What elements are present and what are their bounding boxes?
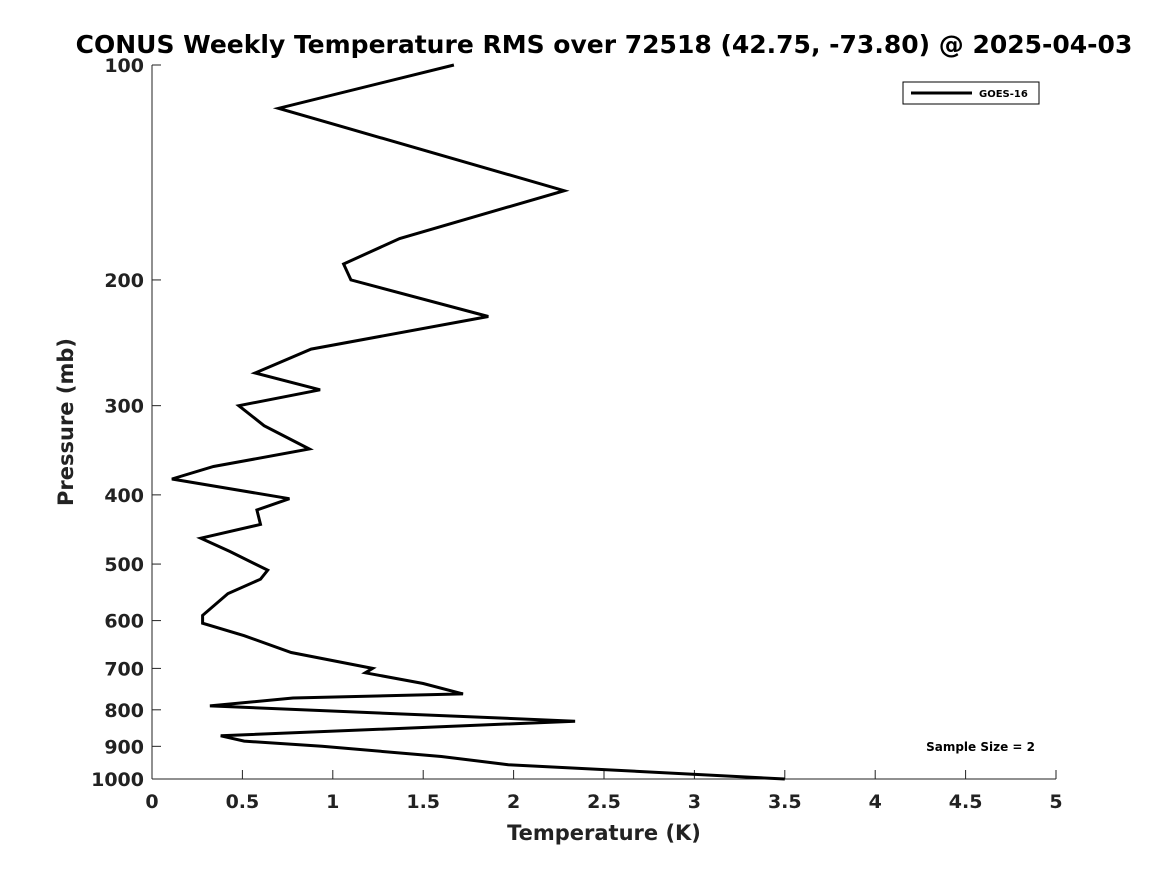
- y-tick-label: 700: [104, 658, 144, 680]
- y-tick-label: 400: [104, 485, 144, 507]
- sample-size-annotation: Sample Size = 2: [926, 740, 1035, 754]
- y-tick-label: 900: [104, 736, 144, 758]
- x-tick-label: 5: [1049, 791, 1062, 813]
- y-tick-label: 800: [104, 700, 144, 722]
- legend-label-goes-16: GOES-16: [979, 89, 1028, 100]
- x-tick-label: 1: [326, 791, 339, 813]
- x-axis-ticks: 0 0.5 1 1.5 2 2.5 3 3.5 4 4.5 5: [145, 770, 1063, 813]
- x-tick-label: 4: [869, 791, 882, 813]
- legend: GOES-16: [902, 81, 1040, 105]
- x-tick-label: 0.5: [226, 791, 260, 813]
- x-tick-label: 3.5: [768, 791, 802, 813]
- x-tick-label: 2: [507, 791, 520, 813]
- y-tick-label: 100: [104, 55, 144, 77]
- x-tick-label: 4.5: [949, 791, 983, 813]
- y-axis-label: Pressure (mb): [54, 338, 78, 506]
- x-tick-label: 0: [145, 791, 158, 813]
- y-tick-label: 600: [104, 611, 144, 633]
- x-tick-label: 3: [688, 791, 701, 813]
- x-axis-label: Temperature (K): [507, 821, 701, 845]
- y-tick-label: 500: [104, 554, 144, 576]
- y-tick-label: 300: [104, 396, 144, 418]
- x-tick-label: 2.5: [587, 791, 621, 813]
- y-tick-label: 1000: [91, 769, 144, 791]
- chart-title: CONUS Weekly Temperature RMS over 72518 …: [76, 30, 1133, 59]
- x-tick-label: 1.5: [406, 791, 440, 813]
- y-axis-ticks: 100 200 300 400 500 600 700 800 900 1000: [91, 55, 161, 791]
- series-layer: [171, 63, 785, 781]
- y-tick-label: 200: [104, 270, 144, 292]
- series-line-goes-16: [171, 63, 785, 781]
